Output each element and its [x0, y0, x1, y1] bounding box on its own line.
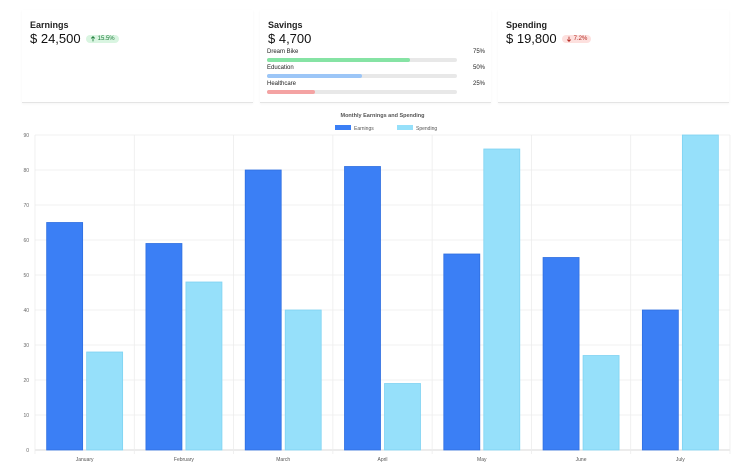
earnings-title: Earnings [30, 20, 69, 30]
x-tick-label: June [576, 457, 587, 463]
earnings-amount: $ 24,500 [30, 31, 81, 46]
legend-swatch [335, 125, 351, 130]
bar-spending [681, 134, 719, 451]
bar-spending [86, 351, 124, 451]
goal-label: Healthcare [267, 81, 297, 87]
y-tick-label: 90 [23, 133, 29, 139]
bar-earnings [145, 243, 183, 451]
monthly-chart: Monthly Earnings and Spending Earnings Spe… [0, 108, 750, 469]
earnings-change-value: 15.5% [97, 35, 115, 42]
spending-amount-row: $ 19,800 7.2% [506, 31, 592, 46]
goal-progress-fill [267, 90, 315, 94]
y-tick-label: 80 [23, 168, 29, 174]
savings-goal: Healthcare 25% [267, 80, 485, 94]
bar-spending [284, 309, 322, 451]
spending-card: Spending $ 19,800 7.2% [498, 10, 729, 103]
x-tick-label: July [676, 457, 685, 463]
x-tick-label: April [377, 457, 387, 463]
bar-earnings [344, 166, 381, 451]
savings-amount-row: $ 4,700 [268, 31, 311, 46]
y-tick-label: 40 [23, 308, 29, 314]
savings-card: Savings $ 4,700 Dream Bike 75% Education 5… [260, 10, 491, 103]
y-tick-label: 10 [23, 413, 29, 419]
x-tick-label: February [174, 457, 195, 463]
legend-label: Earnings [354, 126, 374, 132]
x-tick-label: March [276, 457, 290, 463]
y-tick-label: 70 [23, 203, 29, 209]
y-tick-label: 30 [23, 343, 29, 349]
savings-goal: Education 50% [267, 64, 485, 78]
goal-progress-track [267, 74, 457, 78]
bar-earnings [641, 309, 679, 451]
goal-progress-track [267, 90, 457, 94]
goal-percent: 50% [472, 65, 485, 71]
arrow-down-icon [566, 36, 571, 42]
bar-earnings [443, 253, 481, 451]
goal-progress-fill [267, 74, 362, 78]
bar-spending [384, 383, 421, 451]
earnings-amount-row: $ 24,500 15.5% [30, 31, 119, 46]
x-tick-label: May [477, 457, 487, 463]
bar-earnings [542, 257, 580, 451]
chart-title: Monthly Earnings and Spending [340, 113, 424, 119]
spending-change-badge: 7.2% [561, 34, 592, 43]
earnings-change-badge: 15.5% [85, 34, 119, 43]
y-tick-label: 0 [26, 448, 29, 454]
goal-label: Dream Bike [267, 49, 299, 55]
legend-swatch [397, 125, 413, 130]
goal-label: Education [267, 65, 294, 71]
bar-earnings [46, 222, 84, 451]
goal-progress-fill [267, 58, 410, 62]
spending-amount: $ 19,800 [506, 31, 557, 46]
bar-spending [185, 281, 223, 451]
goal-percent: 25% [472, 81, 485, 87]
x-tick-label: January [76, 457, 94, 463]
y-tick-label: 50 [23, 273, 29, 279]
spending-title: Spending [506, 20, 547, 30]
spending-change-value: 7.2% [573, 35, 588, 42]
arrow-up-icon [90, 35, 95, 41]
y-tick-label: 60 [23, 238, 29, 244]
earnings-card: Earnings $ 24,500 15.5% [22, 10, 253, 103]
bar-earnings [244, 169, 282, 451]
bar-spending [582, 355, 620, 451]
savings-goal: Dream Bike 75% [267, 48, 485, 62]
y-tick-label: 20 [23, 378, 29, 384]
goal-percent: 75% [472, 49, 485, 55]
bar-spending [483, 148, 521, 451]
chart-canvas: Monthly Earnings and Spending Earnings Spe… [23, 113, 731, 463]
savings-title: Savings [268, 20, 303, 30]
savings-amount: $ 4,700 [268, 31, 312, 46]
goal-progress-track [267, 58, 457, 62]
legend-label: Spending [416, 126, 437, 132]
